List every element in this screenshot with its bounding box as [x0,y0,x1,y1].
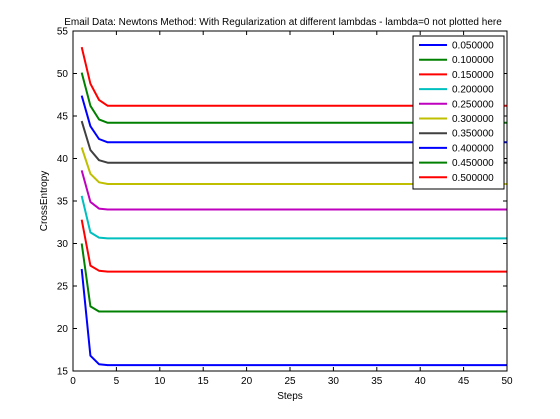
x-tick-label: 45 [458,376,470,387]
y-axis: 15 20 25 30 35 40 45 50 55 [57,27,507,378]
y-tick-label: 55 [57,27,69,38]
legend: 0.050000 0.100000 0.150000 0.200000 0.250000… [412,35,505,190]
x-tick-label: 20 [241,376,253,387]
y-tick-label: 45 [57,112,69,123]
legend-label: 0.250000 [452,99,494,110]
series-line-10 [80,46,507,107]
series-line-1 [80,268,507,367]
x-tick-label: 50 [501,376,513,387]
series-layer [80,46,507,367]
y-tick-label: 30 [57,239,69,250]
legend-label: 0.350000 [452,129,494,140]
legend-label: 0.500000 [452,173,494,184]
x-axis: 0 5 10 15 20 25 30 35 40 45 50 [70,31,513,387]
series-line-8 [80,95,507,144]
y-tick-label: 25 [57,282,69,293]
y-tick-label: 20 [57,324,69,335]
series-line-6 [80,147,507,185]
series-line-2 [80,243,507,313]
x-tick-label: 0 [70,376,76,387]
chart-title: Email Data: Newtons Method: With Regular… [64,17,502,28]
legend-label: 0.450000 [452,158,494,169]
x-tick-label: 10 [154,376,166,387]
y-tick-label: 15 [57,367,69,378]
x-tick-label: 15 [198,376,210,387]
x-tick-label: 30 [328,376,340,387]
series-line-7 [80,120,507,164]
legend-label: 0.050000 [452,41,494,52]
y-tick-label: 40 [57,154,69,165]
series-line-9 [80,72,507,124]
series-line-5 [80,170,507,211]
x-tick-label: 25 [284,376,296,387]
y-tick-label: 50 [57,69,69,80]
x-axis-label: Steps [277,391,303,402]
x-tick-label: 35 [371,376,383,387]
y-axis-label: CrossEntropy [39,171,50,232]
legend-label: 0.200000 [452,85,494,96]
legend-label: 0.400000 [452,143,494,154]
x-tick-label: 40 [415,376,427,387]
x-tick-label: 5 [114,376,120,387]
legend-label: 0.100000 [452,55,494,66]
series-line-4 [80,195,507,240]
y-tick-label: 35 [57,197,69,208]
series-line-3 [80,219,507,273]
legend-label: 0.150000 [452,70,494,81]
legend-label: 0.300000 [452,114,494,125]
